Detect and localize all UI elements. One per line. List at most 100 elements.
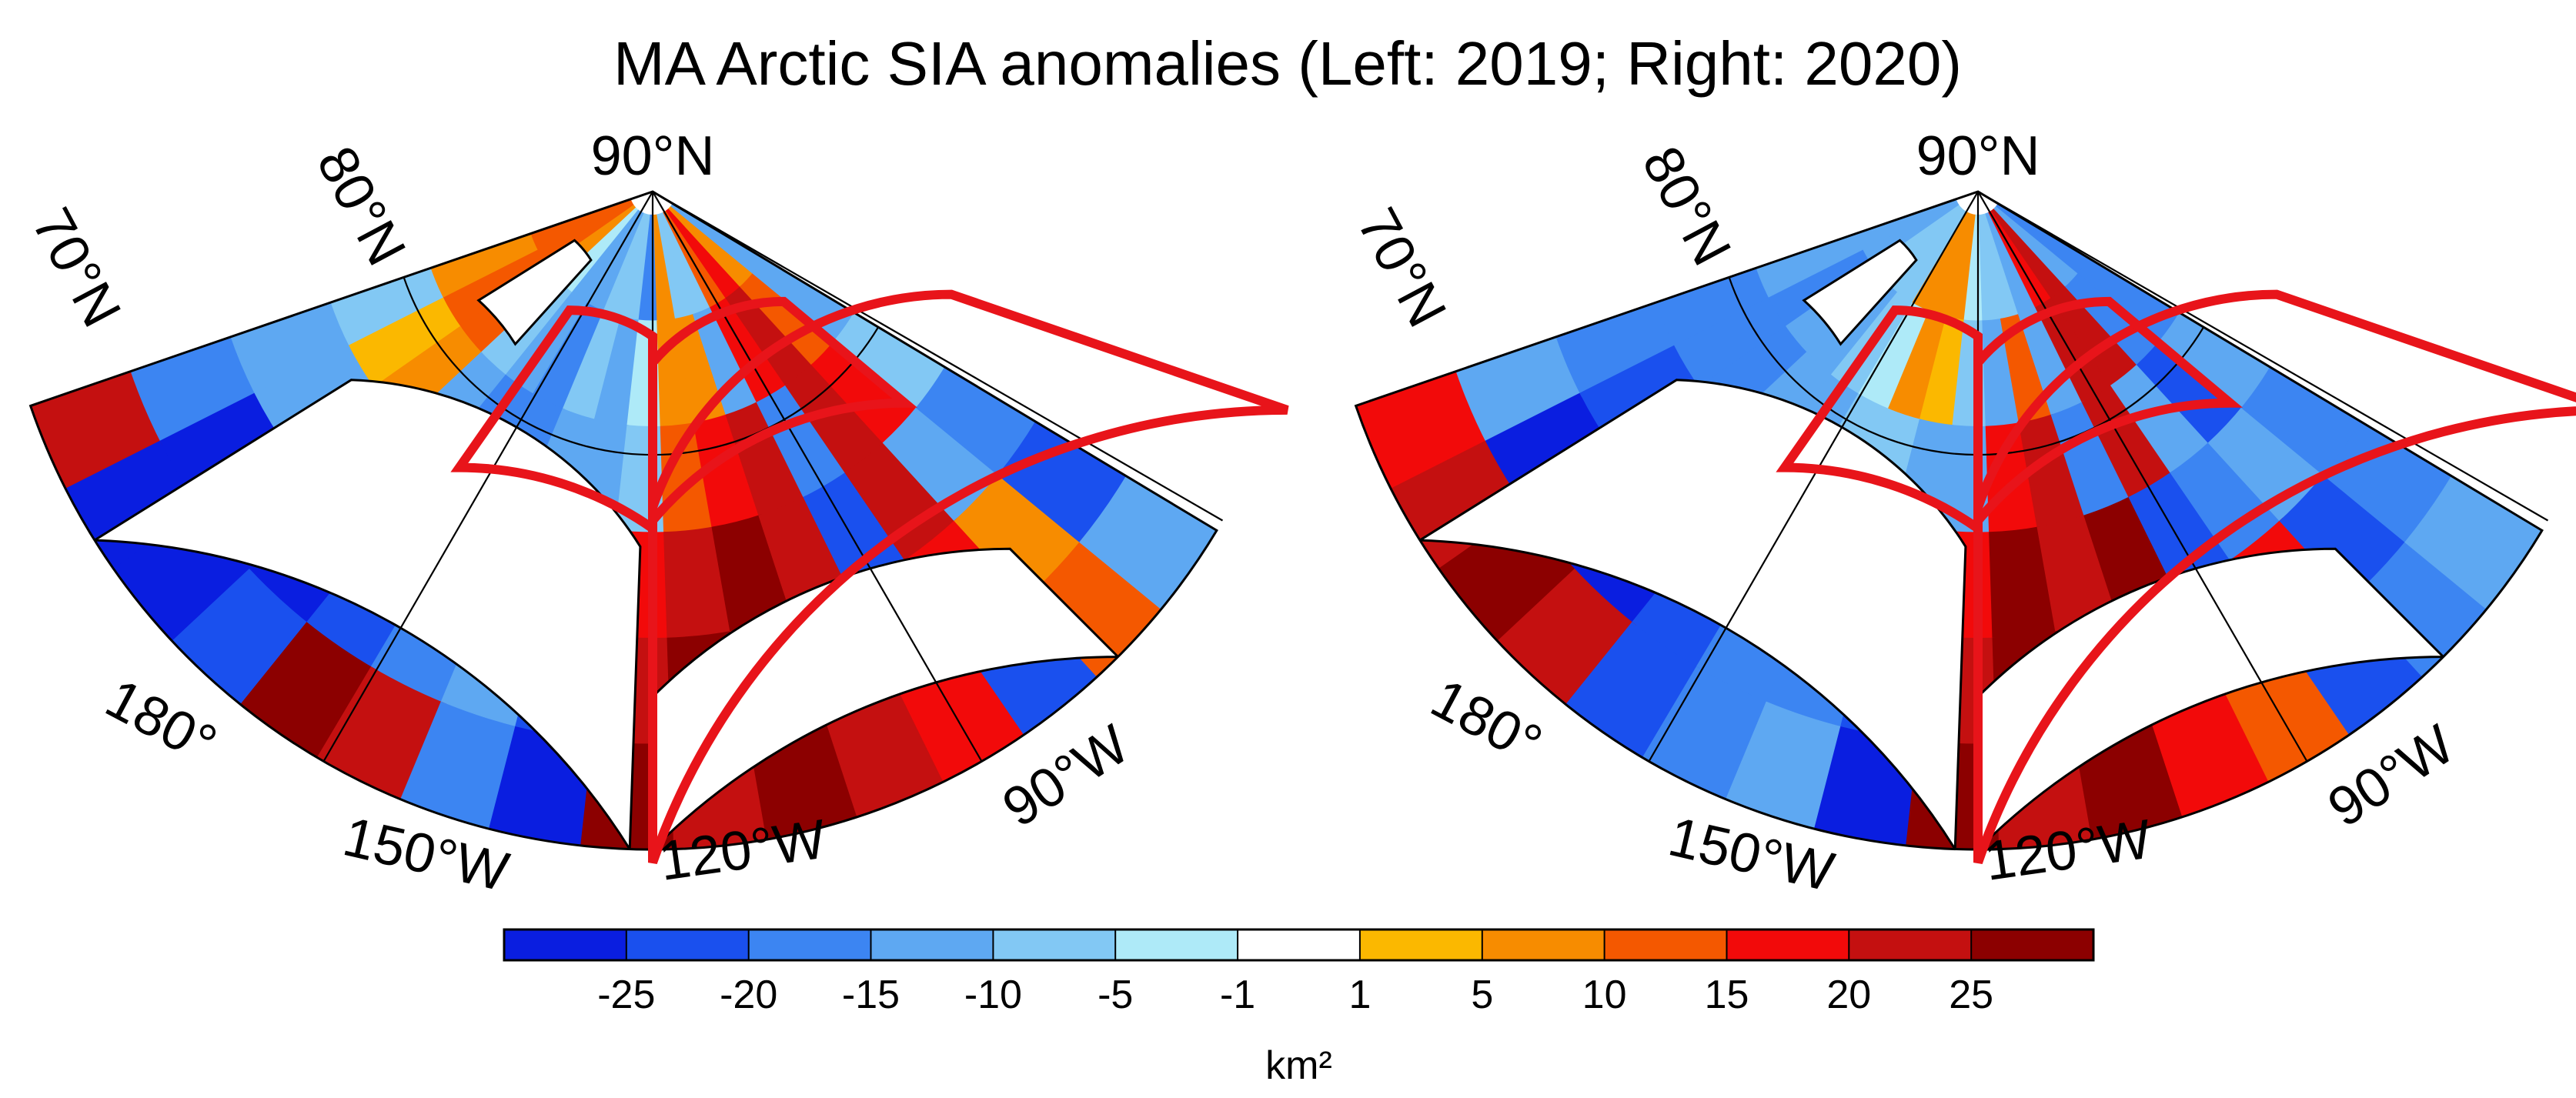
meridian-line	[652, 191, 983, 763]
anomaly-cell	[593, 316, 640, 426]
anomaly-cell	[834, 311, 947, 409]
anomaly-cell	[329, 266, 445, 349]
label-lat70: 70°N	[20, 199, 132, 337]
colorbar-tick-label: 5	[1471, 973, 1493, 1017]
anomaly-cell	[810, 339, 919, 444]
anomaly-cell	[2170, 440, 2284, 561]
anomaly-cell	[2279, 471, 2409, 600]
colorbar-tick-label: -10	[964, 973, 1022, 1017]
colorbar-segment	[748, 929, 872, 960]
anomaly-cell	[670, 203, 764, 274]
colorbar-segment	[626, 929, 750, 960]
meridian-line	[1977, 191, 2549, 522]
colorbar-tick-label: -5	[1098, 973, 1133, 1017]
anomaly-cell	[532, 302, 605, 410]
anomaly-cell	[399, 701, 521, 832]
anomaly-cell	[2018, 413, 2087, 528]
meridian-line	[1977, 191, 2308, 763]
anomaly-cell	[2065, 272, 2162, 365]
anomaly-cell	[844, 440, 958, 561]
label-pole: 90°N	[1916, 125, 2040, 187]
anomaly-cell	[562, 310, 622, 421]
colorbar-segment	[1238, 929, 1361, 960]
anomaly-cell	[1928, 212, 1973, 318]
anomaly-cell	[725, 285, 814, 386]
colorbar-segment	[1726, 929, 1849, 960]
anomaly-cell	[1979, 214, 2002, 322]
anomaly-cell	[660, 212, 711, 315]
anomaly-cell	[2159, 311, 2272, 409]
anomaly-cell	[586, 211, 644, 312]
anomaly-cell	[803, 470, 909, 593]
anomaly-cell	[2050, 285, 2139, 386]
figure-title: MA Arctic SIA anomalies (Left: 2019; Rig…	[613, 29, 1962, 98]
meridian-line	[652, 191, 1224, 522]
anomaly-cell	[2050, 401, 2132, 516]
region-boxes	[450, 289, 1289, 865]
anomaly-cell	[665, 208, 741, 299]
region-boxes	[1776, 289, 2576, 865]
anomaly-cell	[2018, 306, 2084, 416]
label-lon180: 180°	[1422, 668, 1552, 776]
meridian-line	[1648, 191, 1979, 763]
region-box-arctic-shelf	[1776, 305, 1983, 538]
anomaly-cell	[2240, 365, 2363, 476]
canadian-archipelago	[90, 379, 642, 850]
anomaly-cell	[429, 232, 539, 300]
anomaly-cell	[129, 335, 257, 446]
label-lat70: 70°N	[1345, 199, 1458, 337]
anomaly-cell	[693, 306, 759, 416]
anomaly-cell	[915, 365, 1037, 476]
anomaly-cell	[693, 413, 762, 528]
anomaly-cell	[603, 212, 647, 318]
region-box-central-arctic	[648, 296, 917, 533]
colorbar-tick-label: 20	[1826, 973, 1871, 1017]
region-box-arctic-shelf	[450, 305, 657, 538]
anomaly-cell	[1896, 209, 1966, 304]
anomaly-cell	[740, 272, 837, 365]
colorbar-segment	[1359, 929, 1483, 960]
label-lat80: 80°N	[1630, 137, 1742, 275]
anomaly-cell	[2323, 419, 2454, 543]
colorbar-tick-label: 25	[1949, 973, 1993, 1017]
colorbar-tick-label: 15	[1705, 973, 1749, 1017]
anomaly-cell	[1355, 369, 1488, 496]
anomaly-cell	[711, 514, 796, 632]
anomaly-cell	[530, 199, 633, 252]
label-lat80: 80°N	[305, 137, 417, 275]
ellesmere-island	[476, 239, 593, 346]
anomaly-cell	[1993, 205, 2080, 288]
anomaly-cell	[571, 209, 641, 304]
anomaly-cell	[2136, 339, 2244, 444]
anomaly-cell	[1912, 211, 1970, 312]
anomaly-cell	[30, 369, 163, 496]
anomaly-cell	[1755, 232, 1864, 300]
anomaly-cell	[1454, 335, 1582, 446]
anomaly-cell	[1988, 210, 2053, 309]
anomaly-cell	[1673, 297, 1787, 390]
land-mask	[90, 239, 1121, 850]
anomaly-cell	[653, 214, 677, 322]
anomaly-cell	[1996, 203, 2090, 274]
anomaly-cell	[1887, 310, 1947, 421]
canadian-archipelago	[1415, 379, 1967, 850]
colorbar-segment	[993, 929, 1116, 960]
colorbar-segment	[1849, 929, 1972, 960]
colorbar-unit: km²	[1265, 1043, 1332, 1088]
anomaly-cell	[1855, 199, 1958, 252]
colorbar-tick-label: -15	[842, 973, 900, 1017]
anomaly-cell	[1857, 302, 1930, 410]
anomaly-cell	[1990, 208, 2066, 299]
label-pole: 90°N	[591, 125, 715, 187]
colorbar-segment	[504, 929, 627, 960]
anomaly-cell	[1919, 316, 1966, 426]
map-frame	[28, 190, 1218, 851]
colorbar-tick-label: -20	[720, 973, 777, 1017]
colorbar-segment	[1971, 929, 2094, 960]
anomaly-cell	[663, 210, 727, 309]
ellesmere-island	[1802, 239, 1918, 346]
anomaly-cell	[725, 401, 807, 516]
